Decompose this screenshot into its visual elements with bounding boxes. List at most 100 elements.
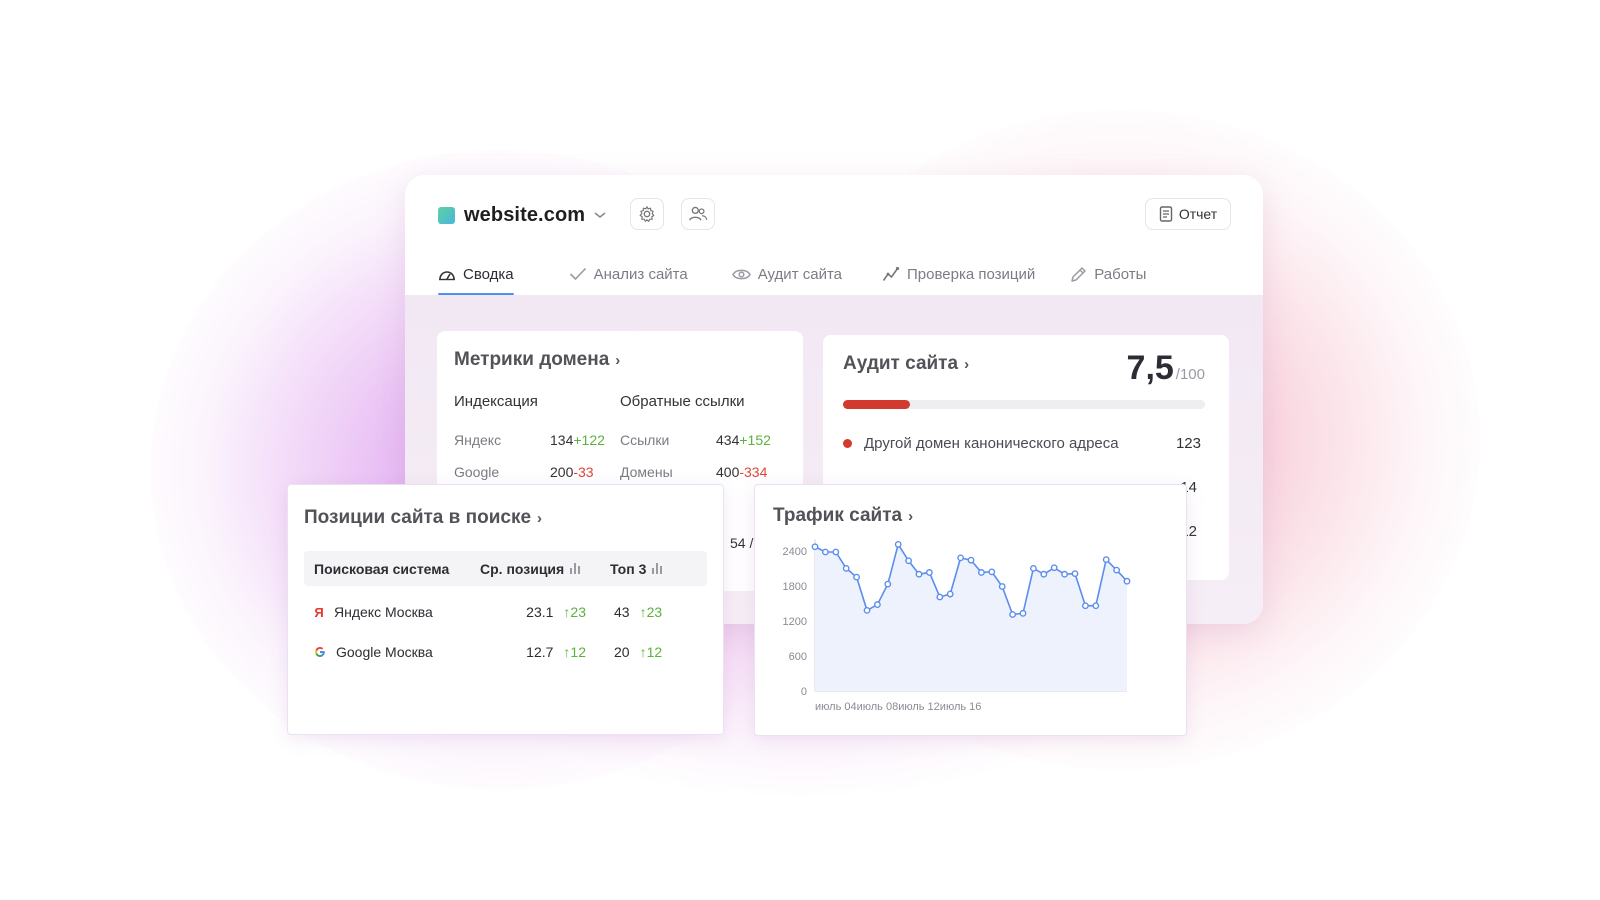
column-header-top3[interactable]: Топ 3 — [610, 561, 700, 577]
tab-position-check[interactable]: Проверка позиций — [882, 259, 1035, 289]
report-button[interactable]: Отчет — [1145, 198, 1231, 230]
traffic-point — [884, 580, 892, 588]
backlinks-label: Домены — [620, 464, 673, 480]
indexing-column: Индексация Яндекс 134 +122 Google 200 -33 — [454, 393, 620, 488]
dashboard-icon — [439, 271, 455, 281]
site-name: website.com — [464, 203, 586, 226]
column-header-avg[interactable]: Ср. позиция — [480, 561, 610, 577]
traffic-point — [1081, 602, 1089, 610]
domain-metrics-title[interactable]: Метрики домена › — [454, 349, 786, 371]
check-icon — [569, 267, 586, 281]
y-tick-label: 1800 — [783, 581, 807, 593]
tab-summary[interactable]: Сводка — [438, 259, 514, 295]
traffic-title-text: Трафик сайта — [773, 505, 903, 526]
top3-value: 43 — [614, 604, 630, 620]
tab-bar: Сводка Анализ сайта Аудит сайта — [438, 259, 1146, 295]
tab-site-audit-label: Аудит сайта — [757, 265, 842, 283]
top3-delta: ↑12 — [639, 644, 663, 660]
traffic-point — [1102, 556, 1110, 563]
engine-cell: Google Москва — [304, 644, 480, 660]
audit-score-value: 7,5 — [1126, 349, 1174, 387]
traffic-title[interactable]: Трафик сайта › — [773, 505, 1168, 527]
avg-delta: ↑12 — [563, 644, 586, 660]
report-label: Отчет — [1178, 206, 1218, 222]
traffic-point — [1071, 570, 1079, 578]
top3-cell: 43 ↑23 — [610, 604, 700, 620]
traffic-point — [1113, 566, 1120, 574]
settings-icon — [639, 206, 655, 222]
site-favicon-icon — [438, 206, 455, 224]
traffic-point — [905, 557, 913, 565]
x-tick-label: июль 16 — [940, 701, 982, 713]
traffic-point — [1092, 602, 1100, 610]
audit-progress-fill — [843, 400, 910, 409]
traffic-point — [998, 583, 1006, 590]
search-positions-card: Позиции сайта в поиске › Поисковая систем… — [287, 484, 724, 735]
backlinks-value: 434 — [716, 432, 740, 448]
domain-metrics-title-text: Метрики домена — [454, 349, 610, 370]
site-audit-title-text: Аудит сайта — [843, 353, 959, 374]
tab-site-audit[interactable]: Аудит сайта — [731, 259, 842, 289]
traffic-point — [1061, 570, 1068, 578]
traffic-chart: 0 600 1200 1800 2400 июль 04 июль 08 июль 12 июл… — [783, 539, 1131, 713]
traffic-point — [853, 573, 861, 581]
traffic-point — [842, 564, 850, 572]
engine-name: Google Москва — [336, 644, 433, 660]
table-row[interactable]: Google Москва 12.7 ↑12 20 ↑12 — [304, 632, 707, 672]
top3-delta-value: 23 — [646, 604, 663, 620]
users-icon — [689, 206, 708, 221]
metrics-partial-value: 54 / — [730, 535, 754, 551]
column-header-top3-label: Топ 3 — [610, 560, 647, 577]
traffic-point — [1019, 609, 1027, 617]
y-tick-label: 600 — [789, 651, 807, 663]
traffic-point — [1009, 611, 1017, 618]
backlinks-row-links: Ссылки 434 +152 — [620, 424, 786, 456]
site-audit-title[interactable]: Аудит сайта › — [843, 353, 1209, 375]
positions-table-header: Поисковая система Ср. позиция Топ 3 — [304, 551, 707, 586]
traffic-point — [957, 554, 965, 562]
tab-site-analysis[interactable]: Анализ сайта — [569, 259, 688, 289]
traffic-point — [1050, 564, 1058, 572]
column-header-engine: Поисковая система — [304, 561, 480, 577]
bar-chart-icon — [570, 563, 581, 574]
avg-delta-value: 23 — [570, 604, 586, 620]
settings-button[interactable] — [630, 198, 664, 230]
table-row[interactable]: Я Яндекс Москва 23.1 ↑23 43 ↑23 — [304, 592, 707, 632]
indexing-value: 134 — [550, 432, 574, 448]
traffic-point — [925, 569, 933, 576]
top3-delta-value: 12 — [646, 644, 663, 660]
traffic-point — [822, 548, 829, 556]
traffic-point — [946, 590, 954, 598]
traffic-point — [832, 548, 840, 556]
avg-cell: 23.1 ↑23 — [480, 604, 610, 620]
traffic-point — [915, 570, 923, 578]
tab-summary-label: Сводка — [463, 265, 514, 283]
tab-works[interactable]: Работы — [1070, 259, 1146, 289]
column-header-avg-label: Ср. позиция — [480, 560, 565, 577]
site-selector[interactable]: website.com — [438, 198, 607, 232]
indexing-delta: +122 — [573, 432, 605, 448]
top3-cell: 20 ↑12 — [610, 644, 700, 660]
traffic-point — [1040, 570, 1048, 578]
traffic-point — [811, 543, 819, 551]
avg-delta-value: 12 — [570, 644, 586, 660]
tab-works-label: Работы — [1094, 265, 1147, 283]
audit-issue-row[interactable]: Другой домен канонического адреса 123 — [843, 435, 1201, 452]
backlinks-delta: +152 — [739, 432, 771, 448]
search-positions-title[interactable]: Позиции сайта в поиске › — [304, 507, 707, 529]
x-tick-label: июль 12 — [898, 701, 940, 713]
indexing-value: 200 — [550, 464, 574, 480]
domain-metrics-columns: Индексация Яндекс 134 +122 Google 200 -33 … — [454, 393, 786, 488]
engine-cell: Я Яндекс Москва — [304, 604, 480, 620]
avg-value: 23.1 — [526, 604, 554, 620]
traffic-card: Трафик сайта › 0 600 1200 1800 2400 июль 04 июл… — [754, 484, 1187, 736]
top3-value: 20 — [614, 644, 630, 660]
backlinks-heading: Обратные ссылки — [620, 393, 745, 410]
indexing-label: Яндекс — [454, 432, 502, 448]
backlinks-label: Ссылки — [620, 432, 670, 448]
chevron-right-icon: › — [537, 510, 543, 527]
y-tick-label: 1200 — [783, 616, 807, 628]
users-button[interactable] — [681, 198, 715, 230]
traffic-point — [988, 568, 996, 576]
